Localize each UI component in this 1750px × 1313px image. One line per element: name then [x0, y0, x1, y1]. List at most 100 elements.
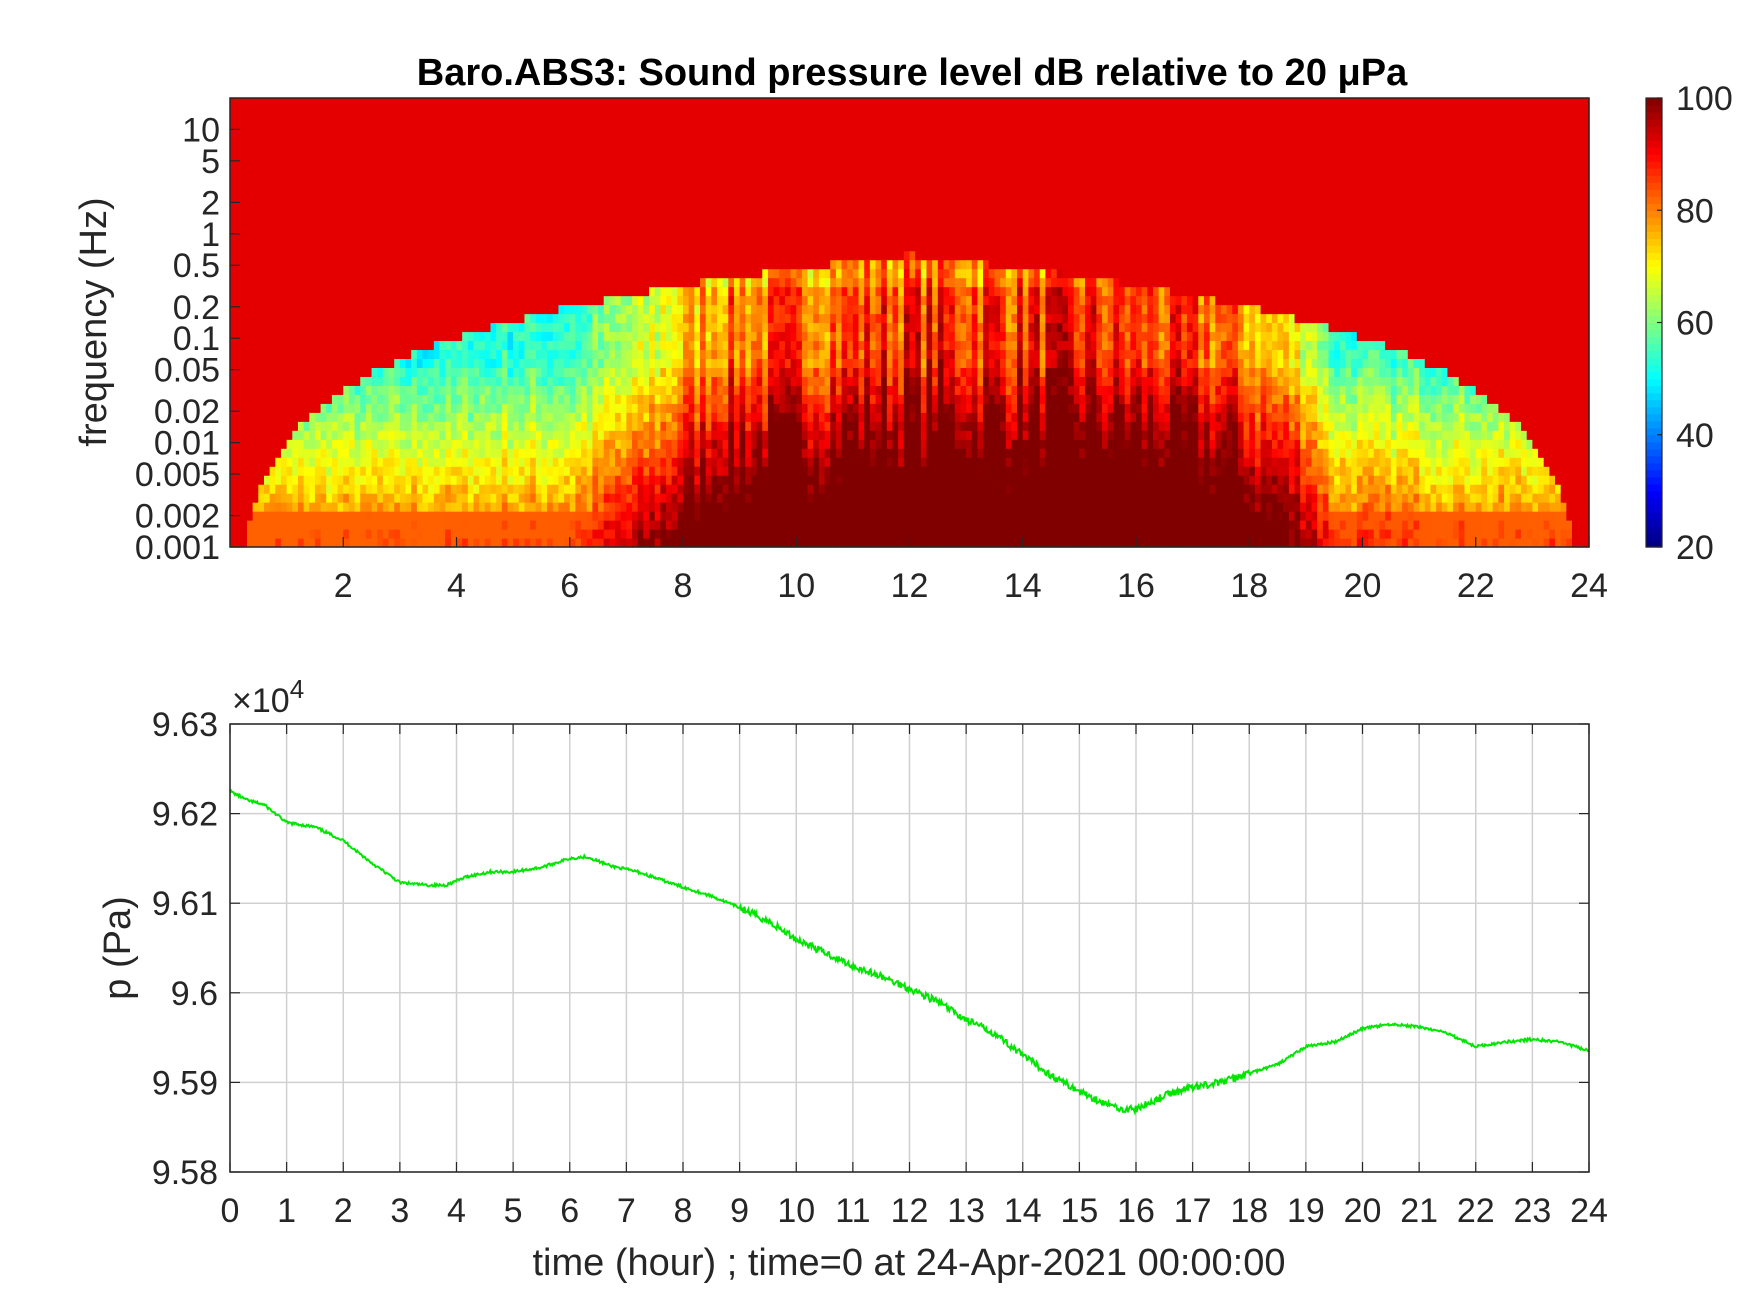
spectrogram-cell — [535, 322, 543, 333]
spectrogram-cell — [677, 259, 684, 270]
spectrogram-cell — [258, 223, 265, 234]
spectrogram-cell — [683, 403, 690, 413]
spectrogram-cell — [784, 466, 792, 476]
spectrogram-cell — [309, 277, 316, 288]
spectrogram-cell — [575, 286, 582, 297]
spectrogram-cell — [592, 295, 599, 306]
spectrogram-cell — [699, 133, 707, 144]
spectrogram-cell — [581, 142, 588, 153]
spectrogram-cell — [671, 394, 678, 404]
spectrogram-cell — [677, 493, 684, 503]
spectrogram-cell — [592, 367, 599, 377]
spectrogram-cell — [246, 538, 254, 548]
spectrogram-cell — [666, 295, 673, 306]
spectrogram-cell — [581, 259, 588, 270]
spectrogram-cell — [382, 151, 390, 162]
spectrogram-cell — [756, 511, 763, 521]
spectrogram-cell — [365, 178, 373, 189]
spectrogram-cell — [433, 313, 441, 324]
spectrogram-cell — [467, 250, 475, 261]
spectrogram-cell — [348, 448, 356, 458]
spectrogram-cell — [326, 448, 333, 458]
spectrogram-cell — [241, 403, 248, 413]
spectrogram-cell — [433, 124, 441, 135]
spectrogram-cell — [615, 178, 622, 189]
spectrogram-cell — [750, 98, 758, 108]
spectrogram-cell — [456, 466, 463, 476]
spectrogram-cell — [314, 277, 322, 288]
spectrogram-cell — [615, 538, 622, 548]
spectrogram-cell — [541, 313, 548, 324]
spectrogram-cell — [320, 448, 327, 458]
spectrogram-cell — [649, 304, 656, 315]
spectrogram-cell — [524, 178, 531, 189]
spectrogram-cell — [762, 349, 769, 360]
spectrogram-cell — [569, 529, 577, 539]
spectrogram-cell — [683, 106, 690, 117]
spectrogram-cell — [507, 475, 514, 485]
spectrogram-cell — [626, 430, 633, 440]
spectrogram-cell — [399, 475, 407, 485]
spectrogram-cell — [439, 259, 446, 270]
spectrogram-cell — [683, 376, 690, 386]
spectrogram-cell — [484, 214, 492, 225]
spectrogram-cell — [677, 277, 684, 288]
spectrogram-cell — [241, 214, 248, 225]
spectrogram-cell — [496, 421, 503, 431]
spectrogram-cell — [733, 358, 741, 368]
spectrogram-cell — [728, 214, 735, 225]
spectrogram-cell — [762, 403, 769, 413]
spectrogram-cell — [586, 133, 593, 144]
spectrogram-cell — [598, 232, 605, 243]
spectrogram-cell — [280, 385, 288, 395]
spectrogram-cell — [309, 205, 316, 216]
spectrogram-cell — [309, 178, 316, 189]
spectrogram-cell — [745, 196, 752, 207]
spectrogram-cell — [564, 286, 571, 297]
spectrogram-cell — [394, 178, 401, 189]
spectrogram-cell — [382, 241, 390, 252]
spectrogram-cell — [699, 196, 707, 207]
spectrogram-cell — [575, 376, 582, 386]
spectrogram-cell — [535, 205, 543, 216]
spectrogram-cell — [609, 151, 616, 162]
spectrogram-cell — [399, 178, 407, 189]
spectrogram-cell — [779, 340, 786, 351]
spectrogram-cell — [445, 250, 452, 261]
spectrogram-cell — [269, 367, 276, 377]
spectrogram-cell — [314, 151, 322, 162]
spectrogram-cell — [671, 484, 678, 494]
spectrogram-cell — [230, 484, 237, 494]
spectrogram-cell — [297, 358, 305, 368]
spectrogram-cell — [433, 376, 441, 386]
spectrogram-cell — [399, 448, 407, 458]
spectrogram-cell — [654, 502, 661, 512]
spectrogram-cell — [371, 457, 378, 467]
spectrogram-cell — [411, 466, 418, 476]
spectrogram-cell — [773, 241, 780, 252]
spectrogram-cell — [541, 439, 548, 449]
spectrogram-cell — [394, 367, 401, 377]
spectrogram-cell — [750, 349, 758, 360]
spectrogram-cell — [784, 403, 792, 413]
spectrogram-cell — [592, 268, 599, 279]
spectrogram-cell — [603, 115, 610, 126]
spectrogram-cell — [479, 124, 486, 135]
spectrogram-cell — [643, 124, 650, 135]
spectrogram-cell — [230, 160, 237, 171]
spectrogram-cell — [326, 187, 333, 198]
spectrogram-cell — [694, 358, 701, 368]
spectrogram-cell — [524, 259, 531, 270]
spectrogram-cell — [252, 502, 259, 512]
spectrogram-cell — [541, 250, 548, 261]
spectrogram-cell — [643, 466, 650, 476]
spectrogram-cell — [275, 493, 282, 503]
spectrogram-cell — [360, 277, 367, 288]
spectrogram-cell — [280, 124, 288, 135]
spectrogram-cell — [558, 475, 565, 485]
spectrogram-cell — [541, 340, 548, 351]
spectrogram-cell — [513, 169, 520, 180]
spectrogram-cell — [666, 439, 673, 449]
spectrogram-cell — [269, 475, 276, 485]
spectrogram-cell — [756, 520, 763, 530]
